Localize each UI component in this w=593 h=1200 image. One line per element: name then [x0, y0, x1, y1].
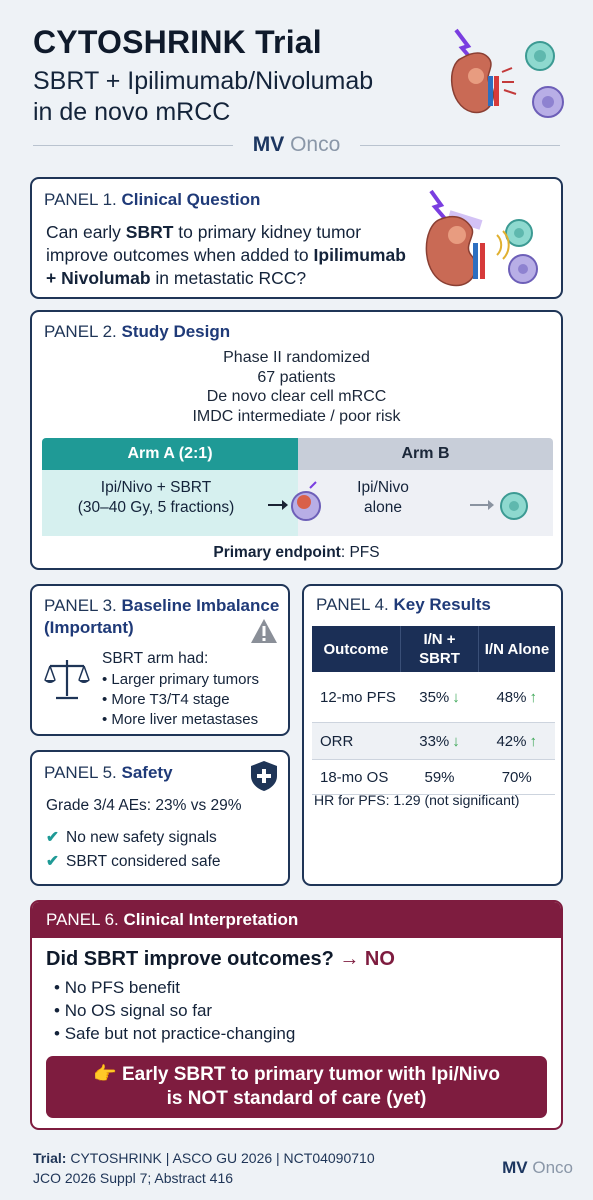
sbrt-cell: 35% ↓ — [400, 672, 479, 723]
panel-heading: PANEL 3. Baseline Imbalance (Important) — [44, 596, 280, 637]
check-item: ✔ SBRT considered safe — [46, 853, 221, 870]
page-subtitle: SBRT + Ipilimumab/Nivolumab in de novo m… — [33, 66, 413, 128]
outcome-cell: 18-mo OS — [312, 759, 401, 795]
results-table: Outcome I/N + SBRT I/N Alone 12-mo PFS 3… — [312, 626, 555, 795]
warning-icon — [251, 619, 277, 643]
subtitle-line-2: in de novo mRCC — [33, 98, 231, 126]
arm-a-body — [42, 470, 298, 536]
list-item: Larger primary tumors — [102, 670, 259, 690]
list-item: More T3/T4 stage — [102, 690, 259, 710]
shield-icon — [251, 761, 277, 791]
arrow-down-icon: ↓ — [452, 688, 460, 706]
subtitle-line-1: SBRT + Ipilimumab/Nivolumab — [33, 67, 374, 95]
arm-a-header: Arm A (2:1) — [42, 438, 298, 470]
radiated-tcell-icon — [268, 481, 321, 521]
panel-baseline-imbalance: PANEL 3. Baseline Imbalance (Important) … — [30, 584, 290, 736]
baseline-list: Larger primary tumors More T3/T4 stage M… — [102, 670, 259, 730]
checkmark-icon: ✔ — [46, 829, 59, 846]
kidney-radiation-tcell-icon — [425, 189, 538, 287]
arrow-down-icon: ↓ — [452, 732, 460, 750]
panel-clinical-interpretation: PANEL 6. Clinical Interpretation Did SBR… — [30, 900, 563, 1130]
panel-heading: PANEL 2. Study Design — [44, 322, 231, 341]
arm-b-treatment: Ipi/Nivo alone — [357, 479, 409, 516]
adverse-events: Grade 3/4 AEs: 23% vs 29% — [46, 797, 242, 814]
interpretation-list: No PFS benefit No OS signal so far Safe … — [54, 976, 296, 1045]
balance-scale-icon — [44, 660, 90, 700]
clinical-question-text: Can early SBRT to primary kidney tumor i… — [46, 222, 406, 288]
list-item: More liver metastases — [102, 710, 259, 730]
baseline-intro: SBRT arm had: — [102, 650, 209, 667]
footer-trial: Trial: CYTOSHRINK | ASCO GU 2026 | NCT04… — [33, 1150, 375, 1166]
checkmark-icon: ✔ — [46, 853, 59, 870]
brand-logo: MV Onco — [252, 133, 341, 156]
brand-divider: MV Onco — [33, 133, 560, 157]
hazard-ratio-note: HR for PFS: 1.29 (not significant) — [314, 792, 520, 808]
sbrt-cell: 33% ↓ — [400, 722, 479, 760]
design-details: Phase II randomized 67 patients De novo … — [32, 348, 561, 426]
sbrt-cell: 59% — [400, 759, 479, 795]
column-header: I/N + SBRT — [400, 626, 479, 672]
table-row: 18-mo OS 59% 70% — [312, 759, 555, 795]
column-header: Outcome — [312, 626, 402, 672]
check-item: ✔ No new safety signals — [46, 829, 217, 846]
footer-brand-logo: MV Onco — [502, 1158, 573, 1177]
panel-heading: PANEL 4. Key Results — [316, 595, 491, 614]
alone-cell: 48% ↑ — [478, 672, 555, 723]
table-row: 12-mo PFS 35% ↓ 48% ↑ — [312, 672, 555, 723]
panel-key-results: PANEL 4. Key Results Outcome I/N + SBRT … — [302, 584, 563, 886]
study-arms: Arm A (2:1) Arm B Ipi/Nivo + SBRT (30–40… — [42, 438, 553, 536]
outcome-cell: 12-mo PFS — [312, 672, 401, 723]
page-title: CYTOSHRINK Trial — [33, 24, 322, 60]
panel-clinical-question: PANEL 1. Clinical Question Can early SBR… — [30, 177, 563, 299]
alone-cell: 42% ↑ — [478, 722, 555, 760]
arrow-up-icon: ↑ — [529, 732, 537, 750]
arm-b-header: Arm B — [298, 438, 553, 470]
alone-cell: 70% — [478, 759, 555, 795]
arm-a-treatment: Ipi/Nivo + SBRT (30–40 Gy, 5 fractions) — [77, 479, 235, 516]
design-line: 67 patients — [257, 368, 336, 386]
panel-study-design: PANEL 2. Study Design Phase II randomize… — [30, 310, 563, 570]
table-header-row: Outcome I/N + SBRT I/N Alone — [312, 626, 555, 672]
footer-citation: JCO 2026 Suppl 7; Abstract 416 — [33, 1170, 234, 1186]
list-item: No OS signal so far — [54, 999, 295, 1022]
verdict-banner: 👉 Early SBRT to primary tumor with Ipi/N… — [46, 1056, 547, 1118]
table-row: ORR 33% ↓ 42% ↑ — [312, 722, 555, 760]
design-line: De novo clear cell mRCC — [206, 388, 387, 405]
primary-endpoint: Primary endpoint: PFS — [213, 544, 380, 561]
panel-heading: PANEL 1. Clinical Question — [44, 190, 261, 209]
outcome-cell: ORR — [312, 722, 401, 760]
column-header: I/N Alone — [478, 626, 555, 672]
interpretation-question: Did SBRT improve outcomes? → NO — [46, 948, 395, 970]
design-line: IMDC intermediate / poor risk — [192, 407, 401, 425]
design-line: Phase II randomized — [223, 349, 370, 366]
arrow-up-icon: ↑ — [529, 688, 537, 706]
list-item: No PFS benefit — [54, 976, 295, 999]
kidney-tcells-illustration-icon — [450, 28, 564, 118]
tcell-icon — [470, 492, 528, 520]
panel-heading: PANEL 5. Safety — [44, 763, 173, 782]
panel-heading: PANEL 6. Clinical Interpretation — [32, 902, 561, 938]
panel-safety: PANEL 5. Safety Grade 3/4 AEs: 23% vs 29… — [30, 750, 290, 886]
list-item: Safe but not practice-changing — [54, 1022, 296, 1045]
